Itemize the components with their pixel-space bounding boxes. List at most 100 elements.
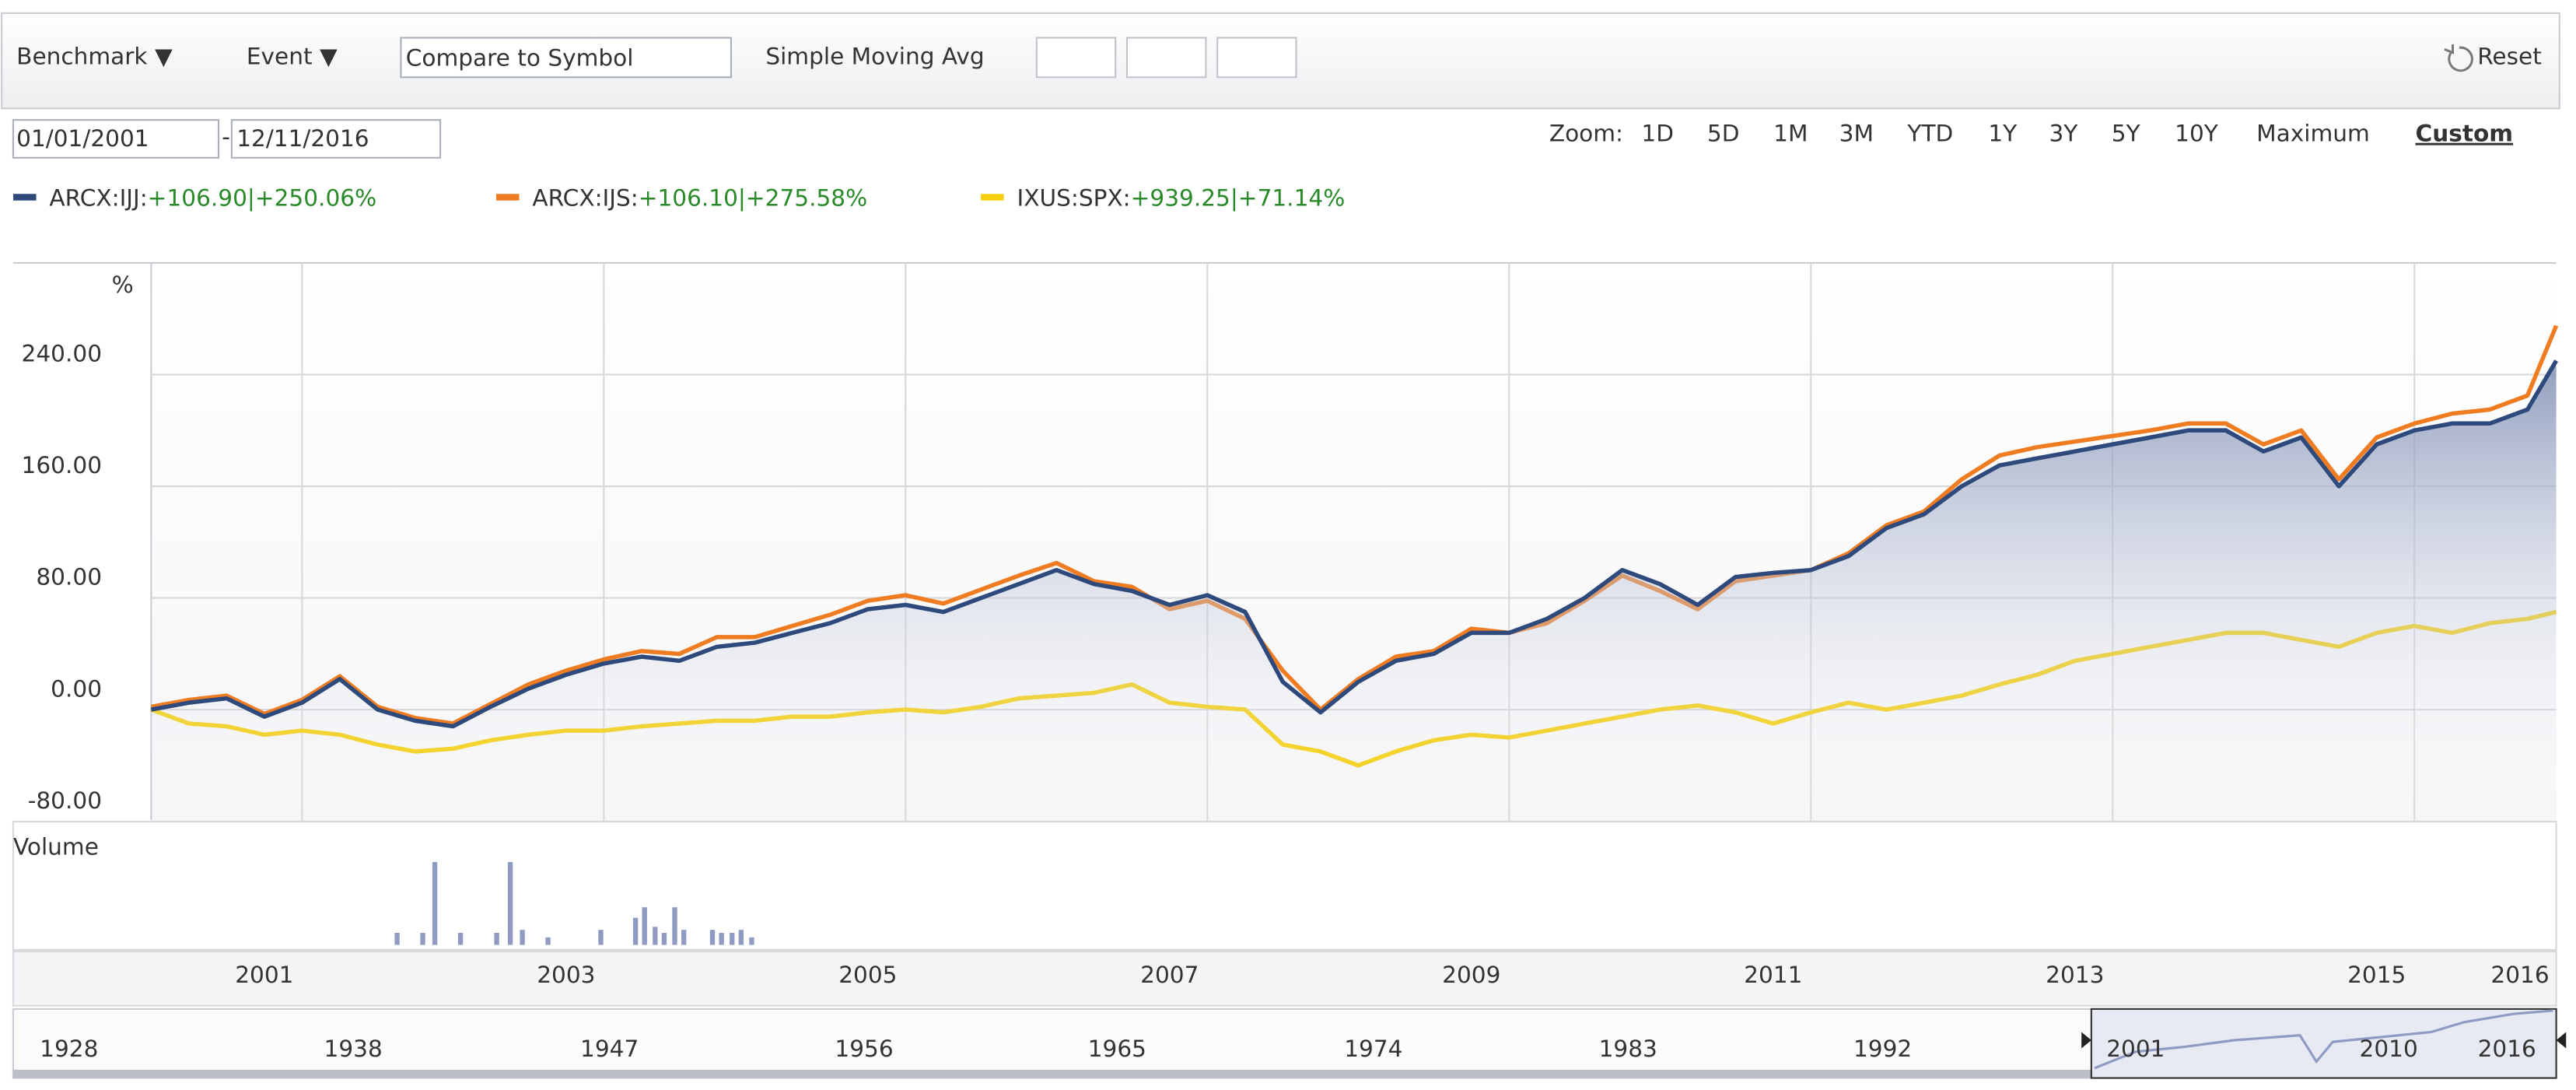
zoom-option[interactable]: 1D: [1641, 121, 1674, 147]
volume-bar: [730, 933, 735, 945]
y-tick-label: 0.00: [51, 675, 102, 702]
navigator-label: 2016: [2478, 1036, 2536, 1062]
y-unit: %: [112, 272, 134, 298]
benchmark-menu[interactable]: Benchmark ▼: [16, 43, 173, 69]
zoom-option[interactable]: Maximum: [2256, 121, 2370, 147]
legend-entry: IXUS:SPX:+939.25|+71.14%: [1017, 184, 1345, 212]
volume-bar: [672, 907, 677, 945]
end-date-input[interactable]: [230, 119, 442, 159]
navigator-label: 1974: [1344, 1036, 1402, 1062]
legend: ARCX:IJJ:+106.90|+250.06% ARCX:IJS:+106.1…: [12, 184, 1345, 212]
zoom-option[interactable]: 1Y: [1988, 121, 2018, 147]
volume-bar: [494, 933, 499, 945]
navigator-label: 1947: [580, 1036, 639, 1062]
y-tick-label: 160.00: [22, 452, 102, 478]
legend-entry: ARCX:IJJ:+106.90|+250.06%: [49, 184, 376, 212]
legend-swatch: [12, 194, 37, 201]
legend-name: ARCX:IJJ:: [49, 184, 147, 211]
zoom-option[interactable]: 3Y: [2049, 121, 2079, 147]
legend-summary: +106.90|+250.06%: [148, 184, 376, 212]
volume-bar: [520, 930, 525, 945]
navigator-labels: 1928 1938 1947 1956 1965 1974 1983 1992 2001 2010…: [40, 1036, 2536, 1062]
x-tick-label: 2003: [537, 962, 595, 988]
zoom-options: 1D 5D 1M 3M YTD 1Y 3Y 5Y 10Y Maximum Custom: [1641, 121, 2513, 147]
start-date: 01/01/2001: [16, 125, 149, 152]
volume-bar: [632, 917, 639, 945]
volume-bar: [653, 927, 658, 945]
x-tick-label: 2001: [235, 962, 293, 988]
volume-bar: [749, 937, 754, 945]
sma-input[interactable]: [1125, 37, 1207, 79]
volume-bar: [709, 930, 716, 945]
area: [151, 360, 2557, 822]
series-line: [150, 324, 2559, 726]
sma-label: Simple Moving Avg: [765, 43, 984, 69]
legend-swatch: [981, 194, 1004, 201]
volume-bar: [457, 933, 464, 945]
reset-icon[interactable]: [2444, 44, 2473, 72]
x-tick-label: 2007: [1140, 962, 1199, 988]
x-axis: 2001 2003 2005 2007 2009 2011 2013 2015 2016: [235, 962, 2549, 988]
y-tick-label: 240.00: [22, 341, 102, 367]
zoom-option[interactable]: 10Y: [2175, 121, 2219, 147]
legend-name: ARCX:IJS:: [532, 184, 638, 211]
date-separator: -: [222, 124, 230, 150]
reset-button[interactable]: Reset: [2477, 43, 2542, 69]
zoom-option[interactable]: 5Y: [2112, 121, 2141, 147]
start-date-input[interactable]: [12, 119, 220, 159]
x-tick-label: 2009: [1442, 962, 1500, 988]
navigator-scrollbar[interactable]: [12, 1070, 2557, 1078]
legend-swatch: [495, 194, 520, 201]
navigator-label: 2001: [2106, 1036, 2165, 1062]
end-date: 12/11/2016: [236, 125, 369, 152]
plot: [150, 324, 2559, 822]
navigator-label: 1992: [1853, 1036, 1912, 1062]
volume-bars: [394, 862, 754, 945]
volume-bar: [420, 933, 425, 945]
volume-bar: [738, 930, 744, 945]
navigator-line: [2094, 1009, 2553, 1070]
legend-entry: ARCX:IJS:+106.10|+275.58%: [532, 184, 867, 212]
navigator-label: 1928: [40, 1036, 98, 1062]
volume-bar: [545, 937, 551, 945]
y-tick-label: -80.00: [28, 787, 102, 814]
volume-bar: [598, 930, 604, 945]
volume-bar: [507, 862, 513, 945]
zoom-label: Zoom:: [1549, 121, 1623, 147]
navigator-label: 1965: [1088, 1036, 1146, 1062]
x-axis-strip: [12, 950, 2557, 1007]
volume-bar: [394, 933, 400, 945]
navigator-label: 1983: [1599, 1036, 1657, 1062]
zoom-option[interactable]: 5D: [1707, 121, 1740, 147]
x-tick-label: 2011: [1744, 962, 1802, 988]
navigator-label: 2010: [2360, 1036, 2418, 1062]
x-tick-label: 2005: [838, 962, 897, 988]
zoom-option[interactable]: 1M: [1773, 121, 1808, 147]
compare-input[interactable]: [400, 37, 733, 79]
volume-bar: [432, 862, 438, 945]
series-line: [150, 359, 2558, 729]
x-tick-label: 2013: [2046, 962, 2104, 988]
volume-bar: [681, 930, 687, 945]
zoom-option[interactable]: 3M: [1839, 121, 1874, 147]
x-tick-label: 2015: [2347, 962, 2406, 988]
volume-bar: [642, 907, 647, 945]
y-tick-label: 80.00: [36, 564, 102, 591]
navigator-label: 1938: [324, 1036, 383, 1062]
volume-panel: [12, 821, 2557, 951]
volume-bar: [719, 933, 724, 945]
legend-name: IXUS:SPX:: [1017, 184, 1130, 211]
zoom-option[interactable]: Custom: [2416, 121, 2514, 147]
event-menu[interactable]: Event ▼: [247, 43, 338, 69]
sma-input[interactable]: [1216, 37, 1297, 79]
legend-summary: +106.10|+275.58%: [639, 184, 867, 212]
sma-input[interactable]: [1035, 37, 1117, 79]
zoom-option[interactable]: YTD: [1906, 121, 1953, 147]
x-tick-label: 2016: [2490, 962, 2549, 988]
legend-summary: +939.25|+71.14%: [1131, 184, 1346, 212]
navigator-label: 1956: [835, 1036, 893, 1062]
volume-label: Volume: [13, 833, 99, 860]
volume-bar: [661, 933, 667, 945]
